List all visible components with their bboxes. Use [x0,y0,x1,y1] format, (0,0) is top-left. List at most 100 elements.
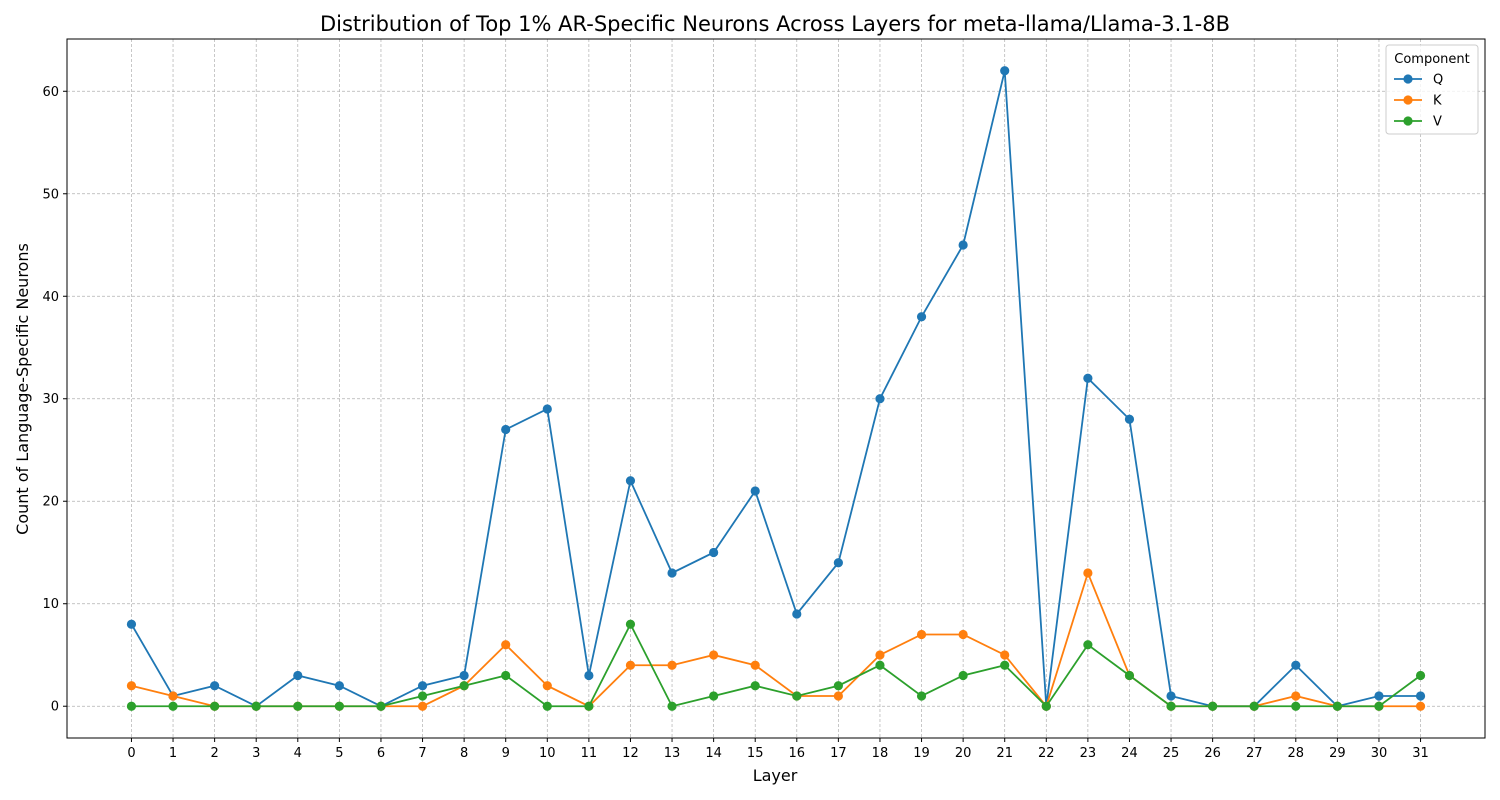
data-point-k [1083,568,1093,578]
data-point-v [417,691,428,701]
data-point-k [417,701,428,711]
series-layer [126,66,1426,711]
x-tick-label: 16 [789,746,806,761]
data-point-q [1374,691,1384,701]
x-tick-label: 26 [1204,746,1221,761]
y-tick-label: 60 [42,85,59,100]
data-point-v [542,701,552,711]
data-point-q [792,609,802,619]
data-point-v [210,701,220,711]
y-axis-label: Count of Language-Specific Neurons [13,243,32,535]
x-tick-label: 30 [1371,746,1388,761]
data-point-v [667,701,677,711]
x-tick-label: 12 [622,746,639,761]
data-point-q [709,547,719,558]
data-point-v [584,701,594,711]
x-tick-label: 6 [377,746,385,761]
data-point-q [459,670,469,681]
x-tick-label: 4 [294,746,302,761]
data-point-v [625,619,636,629]
x-tick-label: 25 [1163,746,1180,761]
x-tick-label: 5 [335,746,343,761]
legend-item-q: Q [1394,73,1443,88]
x-tick-label: 11 [581,746,598,761]
data-point-q [1291,660,1301,670]
series-v [126,619,1426,711]
data-point-q [875,394,885,404]
x-axis: 0 1 2 3 4 5 6 7 8 9 10 11 12 13 14 15 16 17 18 19 20 21 22 23 24… [127,738,1429,761]
data-point-v [334,701,344,711]
x-axis-label: Layer [753,766,798,785]
legend-label: K [1433,94,1442,109]
x-tick-label: 13 [664,746,681,761]
data-point-v [126,701,137,711]
legend: Component QKV [1385,44,1479,135]
data-point-v [459,681,469,691]
data-point-q [584,670,594,681]
series-q [126,66,1426,711]
data-point-q [916,312,927,322]
data-point-k [1415,701,1426,711]
x-tick-label: 19 [913,746,930,761]
data-point-q [126,619,137,629]
legend-item-k: K [1394,94,1442,109]
data-point-k [1291,691,1301,701]
data-point-v [1041,701,1051,711]
y-tick-label: 40 [42,290,59,305]
data-point-q [210,681,220,691]
series-line-q [130,70,1421,708]
data-point-q [1166,691,1176,701]
data-point-q [334,681,344,691]
data-point-q [1124,414,1135,424]
data-point-q [625,476,636,486]
data-point-v [792,691,802,701]
data-point-v [1374,701,1384,711]
data-point-q [750,486,760,496]
data-point-v [750,681,760,691]
data-point-q [958,240,968,250]
x-tick-label: 21 [996,746,1013,761]
y-tick-label: 50 [42,187,59,202]
data-point-v [833,681,843,691]
x-tick-label: 29 [1329,746,1346,761]
x-tick-label: 24 [1121,746,1138,761]
data-point-q [293,670,303,681]
data-point-q [417,681,428,691]
data-point-v [1208,701,1218,711]
data-point-v [376,701,386,711]
legend-swatch-marker [1403,95,1413,105]
data-point-k [833,691,843,701]
x-tick-label: 2 [210,746,218,761]
data-point-k [168,691,178,701]
data-point-k [501,640,511,650]
data-point-k [958,629,968,640]
data-point-v [1291,701,1301,711]
chart-title: Distribution of Top 1% AR-Specific Neuro… [320,12,1230,36]
x-tick-label: 31 [1412,746,1429,761]
x-tick-label: 10 [539,746,556,761]
plot-area [66,38,1486,739]
data-point-v [1166,701,1176,711]
series-k [126,568,1426,711]
data-point-v [1249,701,1259,711]
y-tick-label: 0 [51,700,59,715]
data-point-k [709,650,719,660]
series-line-v [131,622,1422,708]
data-point-k [916,629,927,640]
data-point-k [875,650,885,660]
data-point-q [1000,66,1010,76]
legend-label: V [1433,115,1442,130]
x-tick-label: 20 [955,746,972,761]
x-tick-label: 28 [1288,746,1305,761]
data-point-q [1415,691,1426,701]
data-point-v [958,670,968,681]
x-tick-label: 7 [418,746,426,761]
data-point-q [833,558,843,568]
data-point-k [1000,650,1010,660]
grid [67,39,1485,738]
legend-swatch-marker [1403,74,1413,84]
data-point-v [1415,670,1426,681]
y-axis: 0 10 20 30 40 50 60 [42,85,67,715]
legend-item-v: V [1394,115,1442,130]
